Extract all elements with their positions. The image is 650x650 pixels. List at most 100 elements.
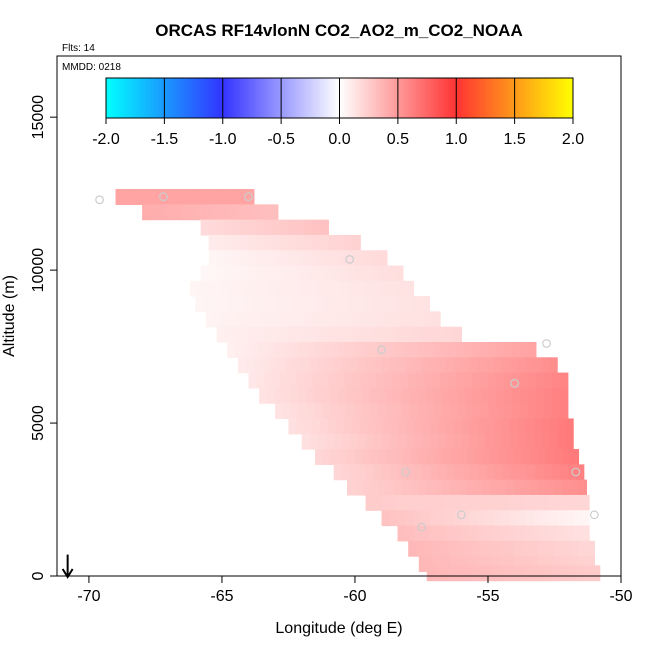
heatmap-cell [438, 418, 448, 435]
heatmap-cell [314, 342, 323, 358]
heatmap-cell [305, 250, 315, 267]
sample-point [95, 195, 104, 205]
heatmap-cell [391, 311, 401, 328]
heatmap-cell [509, 418, 519, 435]
heatmap-cell [346, 250, 356, 267]
heatmap-cell [533, 357, 542, 374]
heatmap-cell [433, 387, 442, 404]
y-tick-label: 10000 [30, 248, 47, 293]
heatmap-cell [496, 387, 506, 404]
heatmap-cell [272, 219, 282, 236]
heatmap-cell [304, 418, 313, 435]
heatmap-cell [504, 387, 514, 404]
heatmap-cell [397, 296, 406, 313]
heatmap-cell [509, 433, 518, 450]
heatmap-cell [570, 449, 580, 465]
heatmap-cell [359, 418, 369, 435]
heatmap-cell [481, 565, 491, 582]
heatmap-cell [312, 234, 321, 251]
heatmap-cell [512, 403, 521, 420]
heatmap-cell [485, 357, 494, 374]
heatmap-cell [381, 494, 391, 511]
heatmap-cell [565, 525, 574, 542]
heatmap-cell [340, 296, 350, 313]
heatmap-cell [551, 403, 561, 420]
heatmap-cell [450, 449, 460, 465]
heatmap-cell [342, 326, 352, 343]
heatmap-cell [115, 189, 125, 205]
heatmap-cell [346, 265, 355, 282]
heatmap-cell [354, 479, 364, 496]
heatmap-cell [357, 357, 367, 374]
heatmap-cell [538, 479, 548, 496]
heatmap-cell [543, 464, 553, 481]
heatmap-cell [496, 403, 506, 420]
heatmap-cell [316, 296, 326, 313]
heatmap-cell [203, 296, 213, 313]
heatmap-cell [190, 280, 199, 297]
heatmap-cell [466, 449, 476, 465]
heatmap-cell [426, 565, 436, 582]
heatmap-cell [514, 449, 524, 465]
heatmap-cell [503, 464, 512, 481]
heatmap-cell [312, 219, 321, 236]
heatmap-cell [362, 265, 372, 282]
heatmap-cell [490, 556, 500, 573]
heatmap-cell [306, 342, 315, 358]
heatmap-cell [286, 311, 296, 328]
heatmap-cell [397, 525, 407, 542]
heatmap-cell [393, 387, 403, 404]
heatmap-cell [281, 250, 291, 267]
heatmap-cell [214, 311, 223, 328]
heatmap-cell [458, 565, 467, 582]
heatmap-cell [188, 189, 198, 205]
heatmap-cell [390, 464, 399, 481]
heatmap-cell [434, 565, 444, 582]
heatmap-cell [320, 372, 329, 389]
heatmap-cell [448, 372, 457, 389]
heatmap-cell [362, 449, 372, 465]
heatmap-cell [573, 510, 582, 527]
heatmap-cell [195, 296, 205, 313]
colorbar-tick-label: 2.0 [562, 131, 584, 148]
heatmap-cell [208, 234, 218, 251]
heatmap-cell [565, 494, 574, 511]
heatmap-cell [330, 387, 339, 404]
heatmap-cell [251, 296, 261, 313]
colorbar-tick-label: 1.0 [445, 131, 467, 148]
heatmap-cell [399, 418, 408, 435]
heatmap-cell [328, 234, 337, 251]
heatmap-cell [158, 204, 167, 221]
heatmap-cell [274, 342, 284, 358]
heatmap-cell [301, 280, 311, 297]
heatmap-cell [513, 540, 523, 557]
heatmap-cell [448, 540, 458, 557]
heatmap-cell [418, 449, 428, 465]
heatmap-cell [272, 234, 282, 251]
heatmap-cell [257, 265, 266, 282]
heatmap-cell [470, 464, 480, 481]
heatmap-cell [533, 494, 542, 511]
heatmap-cell [311, 326, 320, 343]
heatmap-cell [305, 265, 315, 282]
heatmap-cell [300, 296, 309, 313]
heatmap-cell [346, 479, 356, 496]
heatmap-cell [298, 387, 308, 404]
heatmap-cell [289, 250, 299, 267]
heatmap-cell [359, 311, 369, 328]
heatmap-cell [424, 540, 434, 557]
heatmap-cell [392, 372, 401, 389]
colorbar-tick-label: 0.5 [387, 131, 409, 148]
heatmap-cell [398, 464, 407, 481]
heatmap-cell [323, 449, 332, 465]
heatmap-cell [525, 494, 534, 511]
heatmap-cell [346, 387, 355, 404]
heatmap-cell [351, 418, 361, 435]
heatmap-cell [464, 387, 474, 404]
heatmap-cell [142, 204, 151, 221]
heatmap-cell [517, 525, 526, 542]
heatmap-cell [490, 479, 500, 496]
heatmap-cell [541, 525, 550, 542]
heatmap-cell [466, 565, 475, 582]
heatmap-cell [506, 479, 516, 496]
